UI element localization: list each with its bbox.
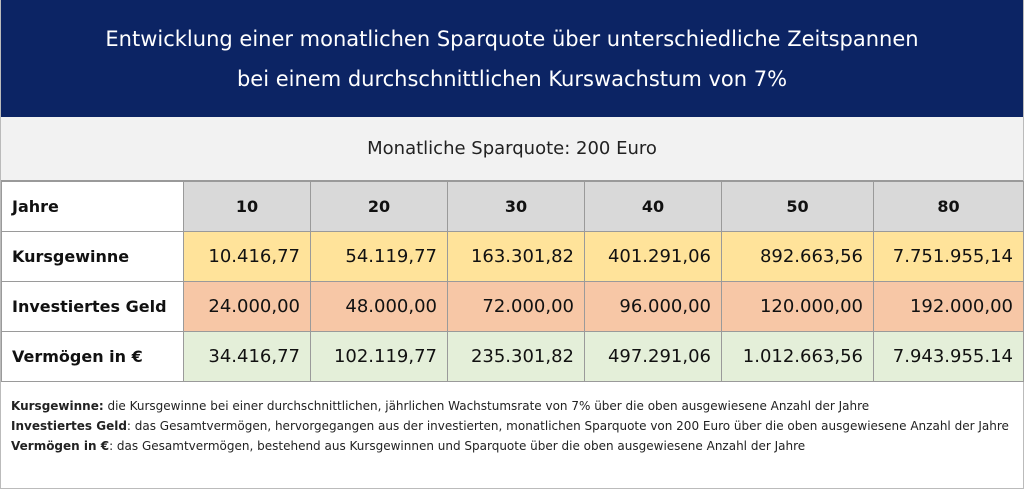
title-banner: Entwicklung einer monatlichen Sparquote … [1, 0, 1023, 117]
table-cell: 24.000,00 [183, 281, 311, 332]
year-header: 10 [183, 181, 311, 232]
title-line-2: bei einem durchschnittlichen Kurswachstu… [236, 66, 788, 91]
table-cell: 1.012.663,56 [721, 331, 874, 382]
monthly-rate-subheader: Monatliche Sparquote: 200 Euro [1, 117, 1023, 181]
table-cell: 892.663,56 [721, 231, 874, 282]
corner-label: Jahre [1, 181, 184, 232]
year-header: 30 [447, 181, 585, 232]
table-cell: 10.416,77 [183, 231, 311, 282]
table-cell: 163.301,82 [447, 231, 585, 282]
row-label: Investiertes Geld [1, 281, 184, 332]
table-cell: 401.291,06 [584, 231, 722, 282]
note-text: die Kursgewinne bei einer durchschnittli… [103, 399, 870, 413]
table-cell: 48.000,00 [310, 281, 448, 332]
table-cell: 497.291,06 [584, 331, 722, 382]
note-term: Vermögen in € [11, 439, 110, 453]
table-row-investiertes-geld: Investiertes Geld 24.000,00 48.000,00 72… [1, 281, 1024, 332]
table-cell: 34.416,77 [183, 331, 311, 382]
row-label: Kursgewinne [1, 231, 184, 282]
note-investiertes-geld: Investiertes Geld: das Gesamtvermögen, h… [11, 416, 1013, 436]
note-vermoegen: Vermögen in €: das Gesamtvermögen, beste… [11, 436, 1013, 456]
title-line-1: Entwicklung einer monatlichen Sparquote … [105, 26, 919, 51]
note-kursgewinne: Kursgewinne: die Kursgewinne bei einer d… [11, 396, 1013, 416]
legend-notes: Kursgewinne: die Kursgewinne bei einer d… [1, 382, 1023, 456]
table-cell: 7.943.955.14 [873, 331, 1024, 382]
year-header-row: Jahre 10 20 30 40 50 80 [1, 181, 1024, 232]
table-row-kursgewinne: Kursgewinne 10.416,77 54.119,77 163.301,… [1, 231, 1024, 282]
year-header: 40 [584, 181, 722, 232]
table-row-vermoegen: Vermögen in € 34.416,77 102.119,77 235.3… [1, 331, 1024, 382]
table-cell: 54.119,77 [310, 231, 448, 282]
table-cell: 72.000,00 [447, 281, 585, 332]
savings-table: Jahre 10 20 30 40 50 80 Kursgewinne 10.4… [1, 181, 1024, 382]
note-text: : das Gesamtvermögen, hervorgegangen aus… [126, 419, 1009, 433]
table-cell: 96.000,00 [584, 281, 722, 332]
table-cell: 102.119,77 [310, 331, 448, 382]
note-term: Investiertes Geld [11, 419, 127, 433]
table-cell: 7.751.955,14 [873, 231, 1024, 282]
row-label: Vermögen in € [1, 331, 184, 382]
year-header: 50 [721, 181, 874, 232]
table-cell: 192.000,00 [873, 281, 1024, 332]
table-cell: 120.000,00 [721, 281, 874, 332]
year-header: 80 [873, 181, 1024, 232]
table-cell: 235.301,82 [447, 331, 585, 382]
year-header: 20 [310, 181, 448, 232]
note-term: Kursgewinne: [11, 399, 104, 413]
note-text: : das Gesamtvermögen, bestehend aus Kurs… [109, 439, 806, 453]
